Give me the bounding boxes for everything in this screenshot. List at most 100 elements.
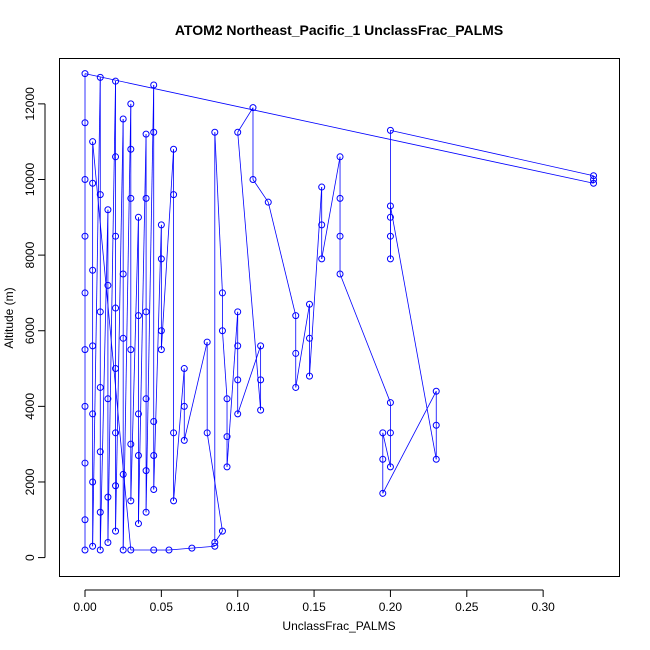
x-tick-label: 0.20 <box>379 600 403 614</box>
data-point <box>157 327 165 335</box>
data-point <box>119 546 127 554</box>
data-point <box>336 270 344 278</box>
data-point <box>150 452 158 460</box>
data-point <box>96 73 104 81</box>
data-point <box>96 508 104 516</box>
chart-title: ATOM2 Northeast_Pacific_1 UnclassFrac_PA… <box>175 22 503 38</box>
data-point <box>104 395 112 403</box>
data-point <box>134 312 142 320</box>
data-point <box>134 410 142 418</box>
y-tick-label: 8000 <box>23 241 37 268</box>
data-point <box>89 410 97 418</box>
series-line-segment <box>321 156 341 259</box>
data-point <box>150 546 158 554</box>
data-point <box>96 191 104 199</box>
data-point <box>104 281 112 289</box>
series-points <box>81 70 598 554</box>
x-tick-label: 0.15 <box>302 600 326 614</box>
data-point <box>379 429 387 437</box>
data-point <box>112 365 120 373</box>
data-point <box>170 145 178 153</box>
series-line-segment <box>122 103 132 551</box>
x-tick-label: 0.00 <box>73 600 97 614</box>
data-point <box>203 429 211 437</box>
data-point <box>218 289 226 297</box>
data-point <box>134 452 142 460</box>
plot-area-frame <box>59 58 620 577</box>
data-point <box>432 455 440 463</box>
data-point <box>81 175 89 183</box>
data-point <box>81 70 89 78</box>
data-point <box>119 470 127 478</box>
series-lines <box>84 73 594 551</box>
x-tick-label: 0.10 <box>226 600 250 614</box>
data-point <box>81 516 89 524</box>
data-point <box>119 115 127 123</box>
series-line-segment <box>214 530 223 543</box>
data-point <box>386 399 394 407</box>
data-point <box>134 213 142 221</box>
data-point <box>234 308 242 316</box>
data-point <box>188 544 196 552</box>
data-point <box>81 289 89 297</box>
data-point <box>127 546 135 554</box>
data-point <box>119 270 127 278</box>
series-line-segment <box>107 81 116 543</box>
data-point <box>89 342 97 350</box>
data-point <box>81 119 89 127</box>
series-line-segment <box>295 304 310 388</box>
data-point <box>142 308 150 316</box>
data-point <box>81 346 89 354</box>
data-point <box>112 429 120 437</box>
data-point <box>234 342 242 350</box>
y-tick-label: 6000 <box>23 317 37 344</box>
data-point <box>211 128 219 136</box>
series-line-segment <box>237 107 254 133</box>
data-point <box>305 300 313 308</box>
data-point <box>89 138 97 146</box>
data-point <box>142 467 150 475</box>
data-point <box>89 542 97 550</box>
data-point <box>127 346 135 354</box>
series-line-segment <box>222 330 228 399</box>
series-line-segment <box>138 134 147 524</box>
data-point <box>180 436 188 444</box>
data-point <box>590 175 598 183</box>
data-point <box>142 508 150 516</box>
series-line-segment <box>382 391 437 494</box>
data-point <box>150 81 158 89</box>
data-point <box>292 312 300 320</box>
data-point <box>234 376 242 384</box>
data-point <box>81 546 89 554</box>
series-line-segment <box>309 187 323 377</box>
y-tick-label: 10000 <box>23 162 37 196</box>
x-tick-label: 0.05 <box>150 600 174 614</box>
data-point <box>127 440 135 448</box>
data-point <box>134 520 142 528</box>
data-point <box>234 410 242 418</box>
x-axis: 0.00 0.05 0.10 0.15 0.20 0.25 0.30 <box>73 589 555 614</box>
x-tick-label: 0.25 <box>455 600 479 614</box>
data-point <box>150 486 158 494</box>
data-point <box>386 126 394 134</box>
data-point <box>318 183 326 191</box>
series-line-segment <box>237 345 262 415</box>
data-point <box>104 493 112 501</box>
series-line-segment <box>115 118 124 532</box>
series-line-segment <box>153 224 162 490</box>
data-point <box>142 130 150 138</box>
series-line-segment <box>390 129 594 177</box>
data-point <box>170 191 178 199</box>
data-point <box>249 104 257 112</box>
series-line-segment <box>206 432 223 532</box>
data-point <box>112 153 120 161</box>
data-point <box>432 387 440 395</box>
data-point <box>112 232 120 240</box>
data-point <box>157 255 165 263</box>
series-line-segment <box>191 545 215 549</box>
data-point <box>112 527 120 535</box>
data-point <box>89 266 97 274</box>
data-point <box>218 327 226 335</box>
data-point <box>223 463 231 471</box>
